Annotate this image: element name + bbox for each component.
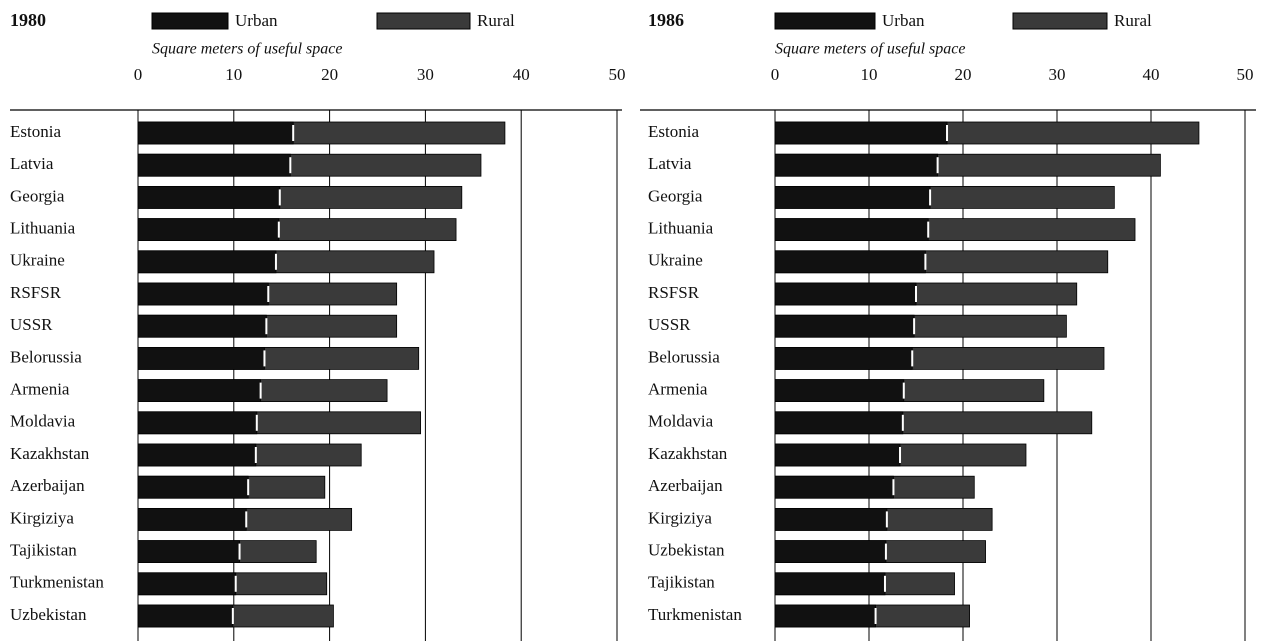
- category-label: Kirgiziya: [648, 508, 712, 527]
- category-label: Moldavia: [648, 412, 714, 431]
- category-label: Turkmenistan: [648, 605, 742, 624]
- category-label: Lithuania: [648, 219, 714, 238]
- x-tick-label: 50: [1237, 65, 1254, 84]
- category-label: Kirgiziya: [10, 508, 74, 527]
- category-label: Armenia: [648, 380, 708, 399]
- bar: [774, 604, 876, 628]
- bar: [137, 604, 234, 628]
- category-label: USSR: [10, 315, 53, 334]
- category-label: Kazakhstan: [648, 444, 728, 463]
- bar: [137, 346, 265, 370]
- chart-title: 1980: [10, 10, 46, 30]
- x-tick-label: 20: [321, 65, 338, 84]
- category-label: Azerbaijan: [648, 476, 723, 495]
- bar: [137, 282, 269, 306]
- bar: [774, 282, 917, 306]
- category-label: Uzbekistan: [10, 605, 87, 624]
- bar: [774, 411, 904, 435]
- category-label: Uzbekistan: [648, 541, 725, 560]
- category-label: Tajikistan: [10, 541, 77, 560]
- category-label: Estonia: [10, 122, 61, 141]
- category-label: Ukraine: [10, 251, 65, 270]
- category-label: Latvia: [648, 154, 692, 173]
- category-label: Lithuania: [10, 219, 76, 238]
- category-label: Kazakhstan: [10, 444, 90, 463]
- bar: [137, 475, 249, 499]
- bar: [774, 379, 905, 403]
- category-label: Georgia: [10, 186, 65, 205]
- legend-label: Urban: [235, 11, 278, 30]
- category-label: Moldavia: [10, 412, 76, 431]
- bar: [774, 250, 926, 274]
- bar: [774, 218, 929, 242]
- category-label: Azerbaijan: [10, 476, 85, 495]
- category-label: Latvia: [10, 154, 54, 173]
- category-label: Estonia: [648, 122, 699, 141]
- bar: [137, 572, 237, 596]
- category-label: Turkmenistan: [10, 573, 104, 592]
- chart-title: 1986: [648, 10, 684, 30]
- bar: [774, 475, 894, 499]
- bar: [774, 314, 915, 338]
- bar: [137, 121, 294, 145]
- legend-swatch: [1012, 12, 1108, 30]
- x-tick-label: 30: [1049, 65, 1066, 84]
- bar: [774, 443, 901, 467]
- bar: [774, 153, 939, 177]
- category-label: RSFSR: [648, 283, 700, 302]
- bar: [137, 540, 240, 563]
- legend-label: Rural: [1114, 11, 1152, 30]
- bar: [137, 507, 247, 531]
- legend-swatch: [151, 12, 229, 30]
- legend-swatch: [774, 12, 876, 30]
- bar: [774, 121, 948, 145]
- x-tick-label: 0: [771, 65, 780, 84]
- axis-label: Square meters of useful space: [152, 41, 342, 58]
- bar: [137, 443, 257, 467]
- x-tick-label: 20: [955, 65, 972, 84]
- x-tick-label: 40: [1143, 65, 1160, 84]
- category-label: Belorussia: [10, 347, 82, 366]
- legend-label: Rural: [477, 11, 515, 30]
- x-tick-label: 30: [417, 65, 434, 84]
- category-label: Georgia: [648, 186, 703, 205]
- legend-swatch: [376, 12, 471, 30]
- bar: [137, 185, 281, 209]
- category-label: Armenia: [10, 380, 70, 399]
- bar: [137, 314, 267, 338]
- bar: [137, 218, 280, 242]
- bar: [137, 250, 277, 274]
- bar: [774, 507, 888, 531]
- category-label: RSFSR: [10, 283, 62, 302]
- x-tick-label: 40: [513, 65, 530, 84]
- bar: [774, 185, 931, 209]
- x-tick-label: 50: [609, 65, 626, 84]
- category-label: Belorussia: [648, 347, 720, 366]
- category-label: USSR: [648, 315, 691, 334]
- category-label: Ukraine: [648, 251, 703, 270]
- category-label: Tajikistan: [648, 573, 715, 592]
- bar: [137, 153, 291, 177]
- legend-label: Urban: [882, 11, 925, 30]
- bar: [774, 540, 887, 563]
- axis-label: Square meters of useful space: [775, 41, 965, 58]
- bar: [137, 379, 262, 403]
- x-tick-label: 10: [225, 65, 242, 84]
- bar: [774, 346, 913, 370]
- bar: [774, 572, 886, 596]
- bar: [137, 411, 258, 435]
- x-tick-label: 0: [134, 65, 143, 84]
- x-tick-label: 10: [861, 65, 878, 84]
